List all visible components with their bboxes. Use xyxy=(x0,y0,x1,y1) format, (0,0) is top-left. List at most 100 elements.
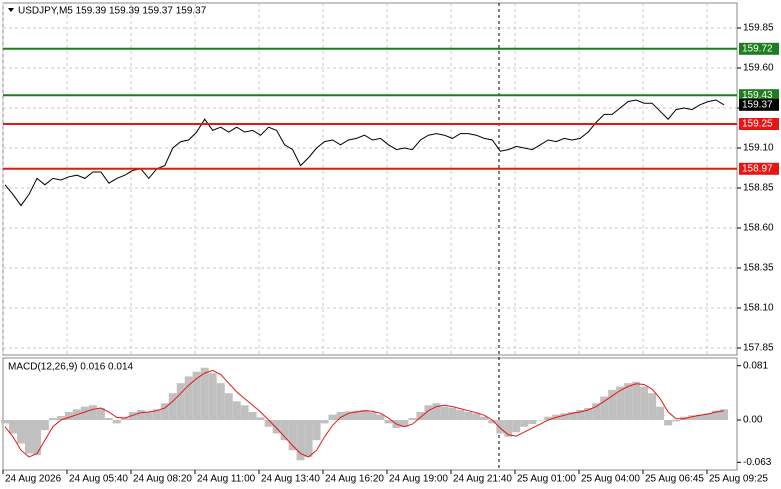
y-tick-label: 159.10 xyxy=(743,143,774,154)
macd-bar xyxy=(224,393,233,421)
macd-bar xyxy=(288,420,297,451)
y-tick-label: 157.85 xyxy=(743,343,774,354)
x-tick-label: 24 Aug 21:40 xyxy=(453,474,512,485)
macd-bar xyxy=(216,383,225,421)
y-tick-label: 159.60 xyxy=(743,63,774,74)
macd-bar xyxy=(456,409,465,421)
macd-bar xyxy=(496,420,505,434)
macd-bar xyxy=(616,386,625,421)
macd-bar xyxy=(16,420,25,444)
level-tag xyxy=(739,118,779,130)
y-tick-label: 158.60 xyxy=(743,223,774,234)
level-tag xyxy=(739,42,779,55)
macd-bar xyxy=(344,411,353,421)
y-tick-label: 158.35 xyxy=(743,263,774,274)
macd-bar xyxy=(720,409,728,421)
macd-bar xyxy=(144,411,153,421)
level-label: 159.25 xyxy=(742,119,773,130)
macd-bar xyxy=(400,420,409,427)
macd-bar xyxy=(168,393,177,421)
menu-icon xyxy=(8,8,14,12)
macd-bar xyxy=(384,420,393,424)
macd-bar xyxy=(272,420,281,434)
macd-bar xyxy=(536,420,545,421)
macd-bar xyxy=(560,413,569,421)
macd-bar xyxy=(584,407,593,421)
macd-bar xyxy=(600,396,609,421)
macd-bar xyxy=(80,406,89,421)
macd-bar xyxy=(32,420,41,455)
x-tick-label: 24 Aug 19:00 xyxy=(389,474,448,485)
macd-bar xyxy=(192,371,201,421)
price-tag-label: 159.37 xyxy=(742,99,773,110)
macd-bar xyxy=(512,420,521,433)
level-label: 159.72 xyxy=(742,43,773,54)
macd-bar xyxy=(656,406,665,421)
chart-title: USDJPY,M5 159.39 159.39 159.37 159.37 xyxy=(18,6,207,17)
macd-bar xyxy=(128,411,137,421)
macd-bar xyxy=(8,420,17,434)
level-tag xyxy=(739,162,779,175)
macd-bar xyxy=(544,416,553,421)
macd-bar xyxy=(328,414,337,421)
macd-bar xyxy=(160,403,169,421)
macd-bar xyxy=(608,389,617,421)
macd-bar xyxy=(504,420,513,437)
y-tick-label: 158.10 xyxy=(743,303,774,314)
macd-bar xyxy=(200,367,209,421)
macd-bar xyxy=(136,409,145,421)
price-line xyxy=(4,99,725,207)
level-label: 158.97 xyxy=(742,163,773,174)
macd-bar xyxy=(240,405,249,421)
macd-bar xyxy=(184,376,193,421)
price-panel xyxy=(2,2,738,356)
macd-bar xyxy=(264,420,273,427)
price-tag xyxy=(739,98,779,111)
signal-line xyxy=(4,369,725,458)
macd-bar xyxy=(672,420,681,422)
y-tick-label: 159.85 xyxy=(743,23,774,34)
macd-bar xyxy=(568,411,577,421)
macd-bar xyxy=(448,407,457,421)
x-tick-label: 24 Aug 16:20 xyxy=(325,474,384,485)
x-tick-label: 25 Aug 06:45 xyxy=(645,474,704,485)
macd-bar xyxy=(640,386,649,421)
macd-bar xyxy=(112,420,121,424)
macd-bar xyxy=(208,373,217,421)
macd-bar xyxy=(1,420,9,424)
macd-bar xyxy=(176,383,185,421)
macd-bar xyxy=(592,403,601,421)
macd-bar xyxy=(336,411,345,421)
macd-bar xyxy=(40,420,49,431)
macd-bar xyxy=(688,415,697,421)
macd-bar xyxy=(488,420,497,424)
macd-bar xyxy=(632,381,641,421)
macd-bar xyxy=(696,414,705,421)
macd-bar xyxy=(280,420,289,441)
x-tick-label: 24 Aug 05:40 xyxy=(69,474,128,485)
y-tick-label: 0.00 xyxy=(743,415,763,426)
macd-bar xyxy=(664,420,673,426)
macd-bar xyxy=(480,416,489,421)
macd-bar xyxy=(416,411,425,421)
macd-bar xyxy=(312,420,321,441)
macd-bar xyxy=(152,409,161,421)
macd-bar xyxy=(528,420,537,425)
macd-bar xyxy=(648,393,657,421)
macd-bar xyxy=(248,411,257,421)
macd-bar xyxy=(64,411,73,421)
macd-bar xyxy=(472,413,481,421)
macd-bar xyxy=(368,411,377,421)
macd-bar xyxy=(376,414,385,421)
macd-bar xyxy=(440,406,449,421)
y-tick-label: 158.85 xyxy=(743,183,774,194)
macd-bar xyxy=(576,409,585,421)
level-label: 159.43 xyxy=(742,90,773,101)
macd-bar xyxy=(104,418,113,421)
x-tick-label: 25 Aug 01:00 xyxy=(517,474,576,485)
macd-bar xyxy=(256,417,265,421)
macd-bar xyxy=(520,420,529,427)
macd-bar xyxy=(352,410,361,421)
macd-bar xyxy=(88,405,97,421)
